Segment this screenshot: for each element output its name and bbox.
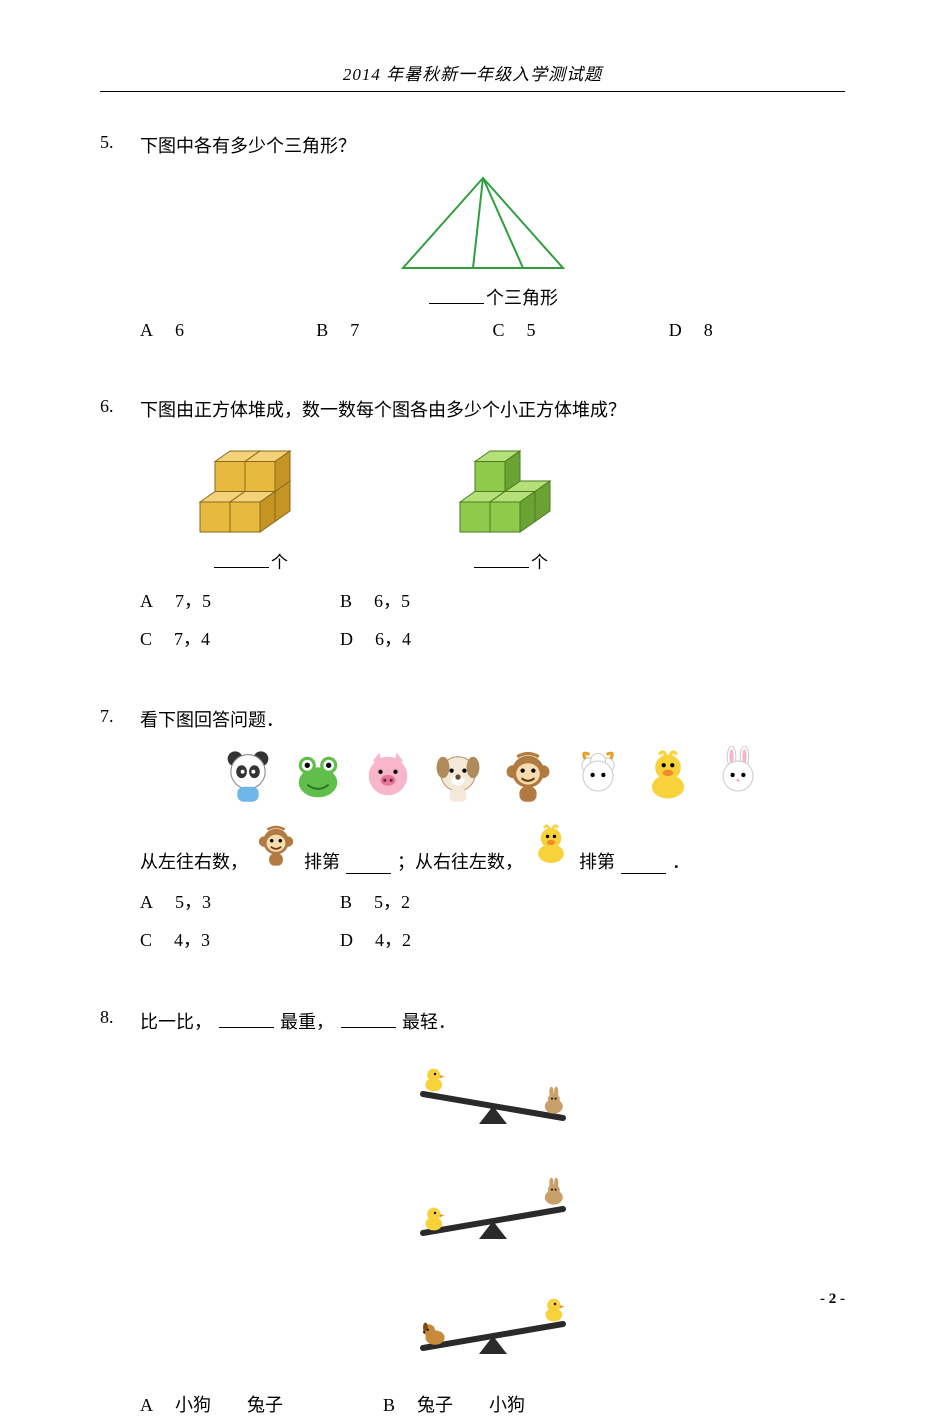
animal-pig-icon — [358, 746, 418, 811]
q7-prompt: 看下图回答问题． — [140, 706, 845, 732]
q6-right-caption: 个 — [531, 553, 548, 572]
q8-number: 8. — [100, 1007, 140, 1028]
q7-p5: ． — [672, 848, 690, 874]
q7-p2: 排第 — [304, 848, 340, 874]
q8-seesaw-stack — [140, 1046, 845, 1371]
animal-dog-icon — [428, 746, 488, 811]
q8-blank1 — [219, 1007, 274, 1028]
q6-option-a[interactable]: A7，5 — [140, 587, 340, 613]
q6-right-blank — [474, 548, 529, 568]
q6-left-caption: 个 — [271, 553, 288, 572]
q6-left-blank — [214, 548, 269, 568]
q8-p2: 最重， — [280, 1012, 334, 1032]
q8-option-a[interactable]: A小狗 兔子 — [140, 1391, 283, 1417]
q5-option-a[interactable]: A6 — [140, 320, 316, 341]
q6-option-d[interactable]: D6，4 — [340, 625, 540, 651]
q7-option-a[interactable]: A5，3 — [140, 888, 340, 914]
question-6: 6. 下图由正方体堆成，数一数每个图各由多少个小正方体堆成？ 个 个 A7，5B… — [100, 396, 845, 651]
animal-panda-icon — [218, 746, 278, 811]
q6-options: A7，5B6，5C7，4D6，4 — [140, 587, 845, 651]
q5-caption: 个三角形 — [486, 288, 558, 308]
page-number: - 2 - — [820, 1291, 845, 1308]
q5-blank — [429, 283, 484, 304]
q8-options: A小狗 兔子 B兔子 小狗 — [140, 1391, 845, 1417]
question-5: 5. 下图中各有多少个三角形？ 个三角形 A6B7C5D8 — [100, 132, 845, 341]
animal-sheep-icon — [568, 746, 628, 811]
q6-right-cubes — [440, 432, 580, 542]
q8-option-b[interactable]: B兔子 小狗 — [383, 1391, 525, 1417]
q6-option-b[interactable]: B6，5 — [340, 587, 540, 613]
animal-monkey-icon — [498, 746, 558, 811]
q7-option-d[interactable]: D4，2 — [340, 926, 540, 952]
animal-frog-icon — [288, 746, 348, 811]
q6-prompt: 下图由正方体堆成，数一数每个图各由多少个小正方体堆成？ — [140, 396, 845, 422]
q6-option-c[interactable]: C7，4 — [140, 625, 340, 651]
q7-p1: 从左往右数， — [140, 848, 248, 874]
q8-blank2 — [341, 1007, 396, 1028]
q7-inline-duck-icon — [527, 821, 575, 874]
q6-left-cubes — [180, 432, 320, 542]
q7-animals-row — [140, 746, 845, 811]
q7-p3: ；从右往左数， — [397, 848, 523, 874]
q7-blank1 — [346, 853, 391, 874]
q7-sentence: 从左往右数， 排第 ；从右往左数， 排第 ． — [140, 821, 845, 874]
animal-rabbit-icon — [708, 746, 768, 811]
q7-blank2 — [621, 853, 666, 874]
q5-prompt: 下图中各有多少个三角形？ — [140, 132, 845, 158]
q7-p4: 排第 — [579, 848, 615, 874]
q7-option-c[interactable]: C4，3 — [140, 926, 340, 952]
q5-triangle-figure — [383, 168, 603, 278]
q6-number: 6. — [100, 396, 140, 417]
animal-duck-icon — [638, 746, 698, 811]
q7-options: A5，3B5，2C4，3D4，2 — [140, 888, 845, 952]
q5-option-c[interactable]: C5 — [493, 320, 669, 341]
q8-p3: 最轻． — [402, 1012, 456, 1032]
seesaw-2 — [398, 1161, 588, 1256]
seesaw-3 — [398, 1276, 588, 1371]
question-8: 8. 比一比， 最重， 最轻． A小狗 兔子 B兔子 小狗 — [100, 1007, 845, 1417]
q7-number: 7. — [100, 706, 140, 727]
q5-number: 5. — [100, 132, 140, 153]
q7-inline-monkey-icon — [252, 821, 300, 874]
q5-option-b[interactable]: B7 — [316, 320, 492, 341]
q5-options: A6B7C5D8 — [140, 320, 845, 341]
page-header: 2014 年暑秋新一年级入学测试题 — [100, 60, 845, 92]
q8-p1: 比一比， — [140, 1012, 212, 1032]
q5-option-d[interactable]: D8 — [669, 320, 845, 341]
q8-prompt: 比一比， 最重， 最轻． — [140, 1007, 845, 1034]
question-7: 7. 看下图回答问题． 从左往右数， 排第 ；从右往左数， 排第 ． A5，3B… — [100, 706, 845, 952]
seesaw-1 — [398, 1046, 588, 1141]
q7-option-b[interactable]: B5，2 — [340, 888, 540, 914]
